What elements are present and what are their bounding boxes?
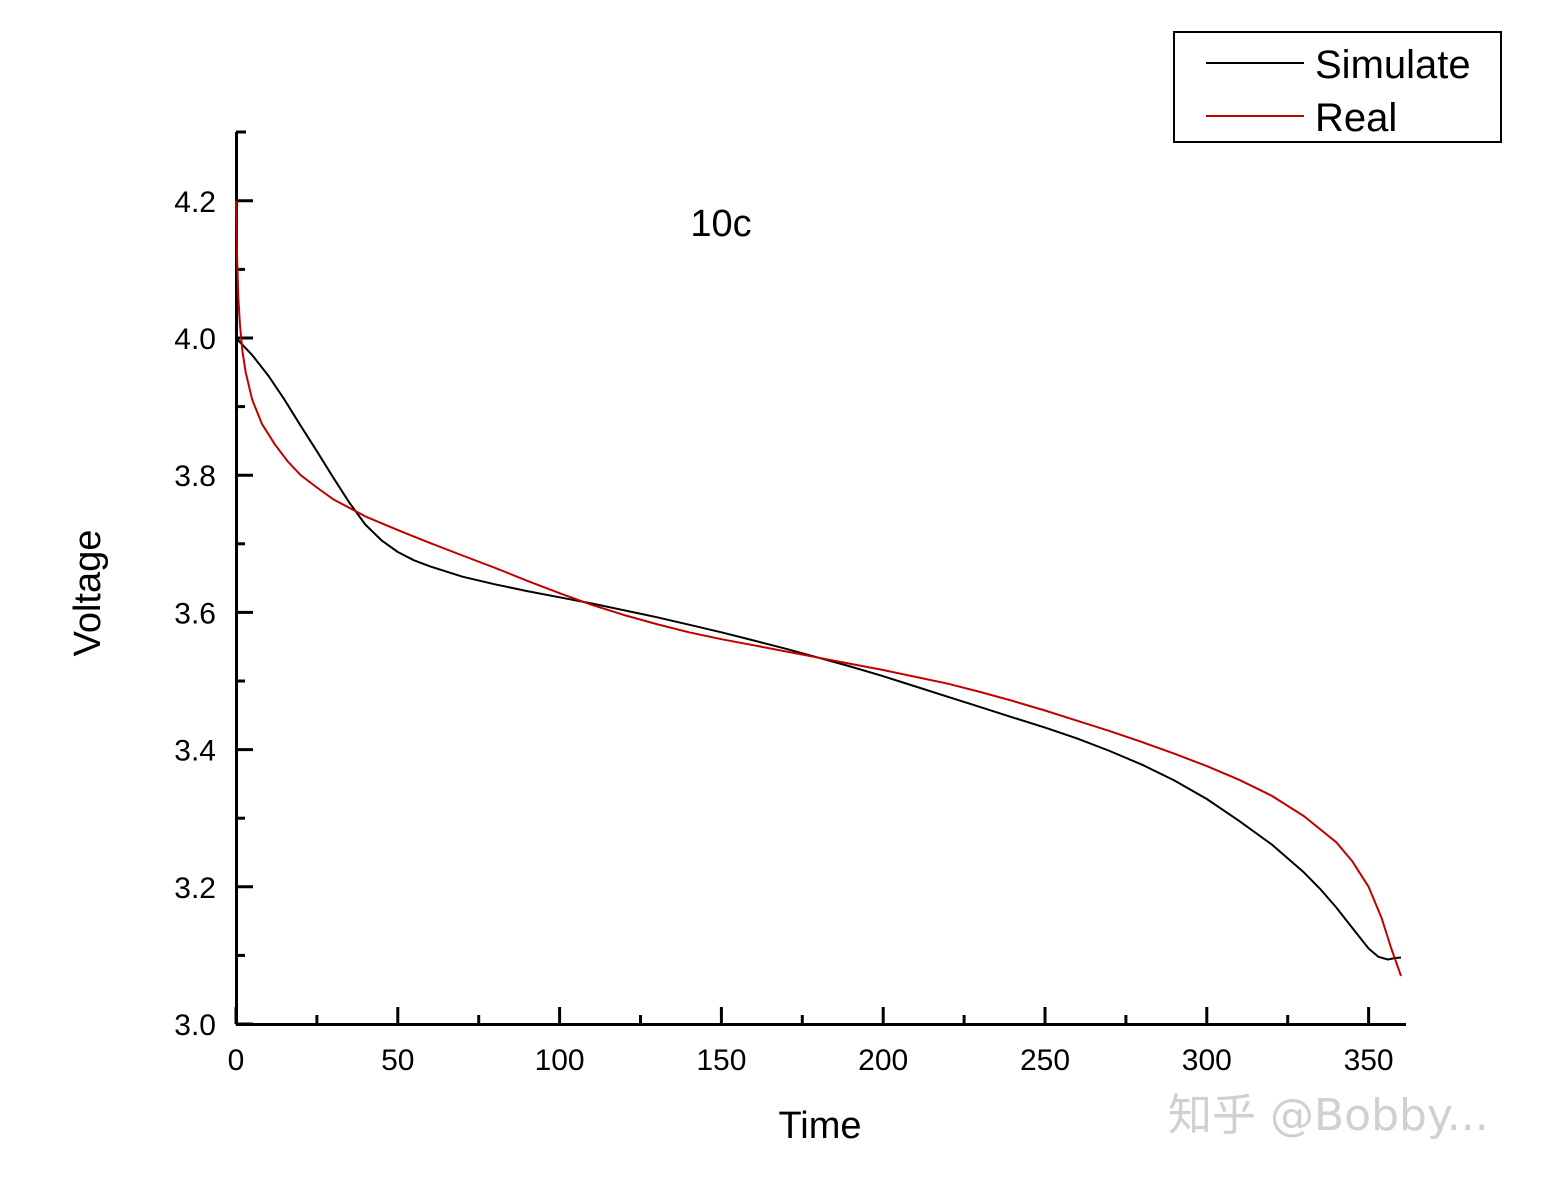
legend-label-simulate: Simulate	[1315, 43, 1471, 87]
x-tick-label: 300	[1182, 1044, 1232, 1077]
x-tick-label: 200	[858, 1044, 908, 1077]
y-tick-label: 3.8	[174, 460, 216, 493]
y-tick-labels: 3.0 3.2 3.4 3.6 3.8 4.0 4.2	[174, 186, 216, 1042]
legend-label-real: Real	[1315, 96, 1397, 140]
y-tick-label: 3.0	[174, 1009, 216, 1042]
y-axis-title: Voltage	[67, 530, 109, 657]
chart-annotation: 10c	[690, 203, 751, 245]
y-tick-label: 3.4	[174, 735, 216, 768]
tick-marks	[234, 199, 1371, 1026]
x-tick-labels: 0 50 100 150 200 250 300 350	[228, 1044, 1394, 1077]
watermark: 知乎 @Bobby...	[1168, 1090, 1489, 1141]
x-tick-label: 350	[1344, 1044, 1394, 1077]
x-tick-label: 50	[381, 1044, 414, 1077]
y-tick-label: 4.2	[174, 186, 216, 219]
y-tick-label: 3.6	[174, 597, 216, 630]
y-tick-label: 3.2	[174, 872, 216, 905]
y-tick-label: 4.0	[174, 323, 216, 356]
x-axis-title: Time	[778, 1105, 861, 1147]
x-tick-label: 150	[696, 1044, 746, 1077]
legend: Simulate Real	[1173, 31, 1502, 143]
legend-box	[1173, 31, 1502, 143]
series-line-real	[235, 200, 1402, 977]
x-tick-label: 100	[535, 1044, 585, 1077]
series-line-simulate	[235, 337, 1402, 961]
x-tick-label: 250	[1020, 1044, 1070, 1077]
x-tick-label: 0	[228, 1044, 245, 1077]
